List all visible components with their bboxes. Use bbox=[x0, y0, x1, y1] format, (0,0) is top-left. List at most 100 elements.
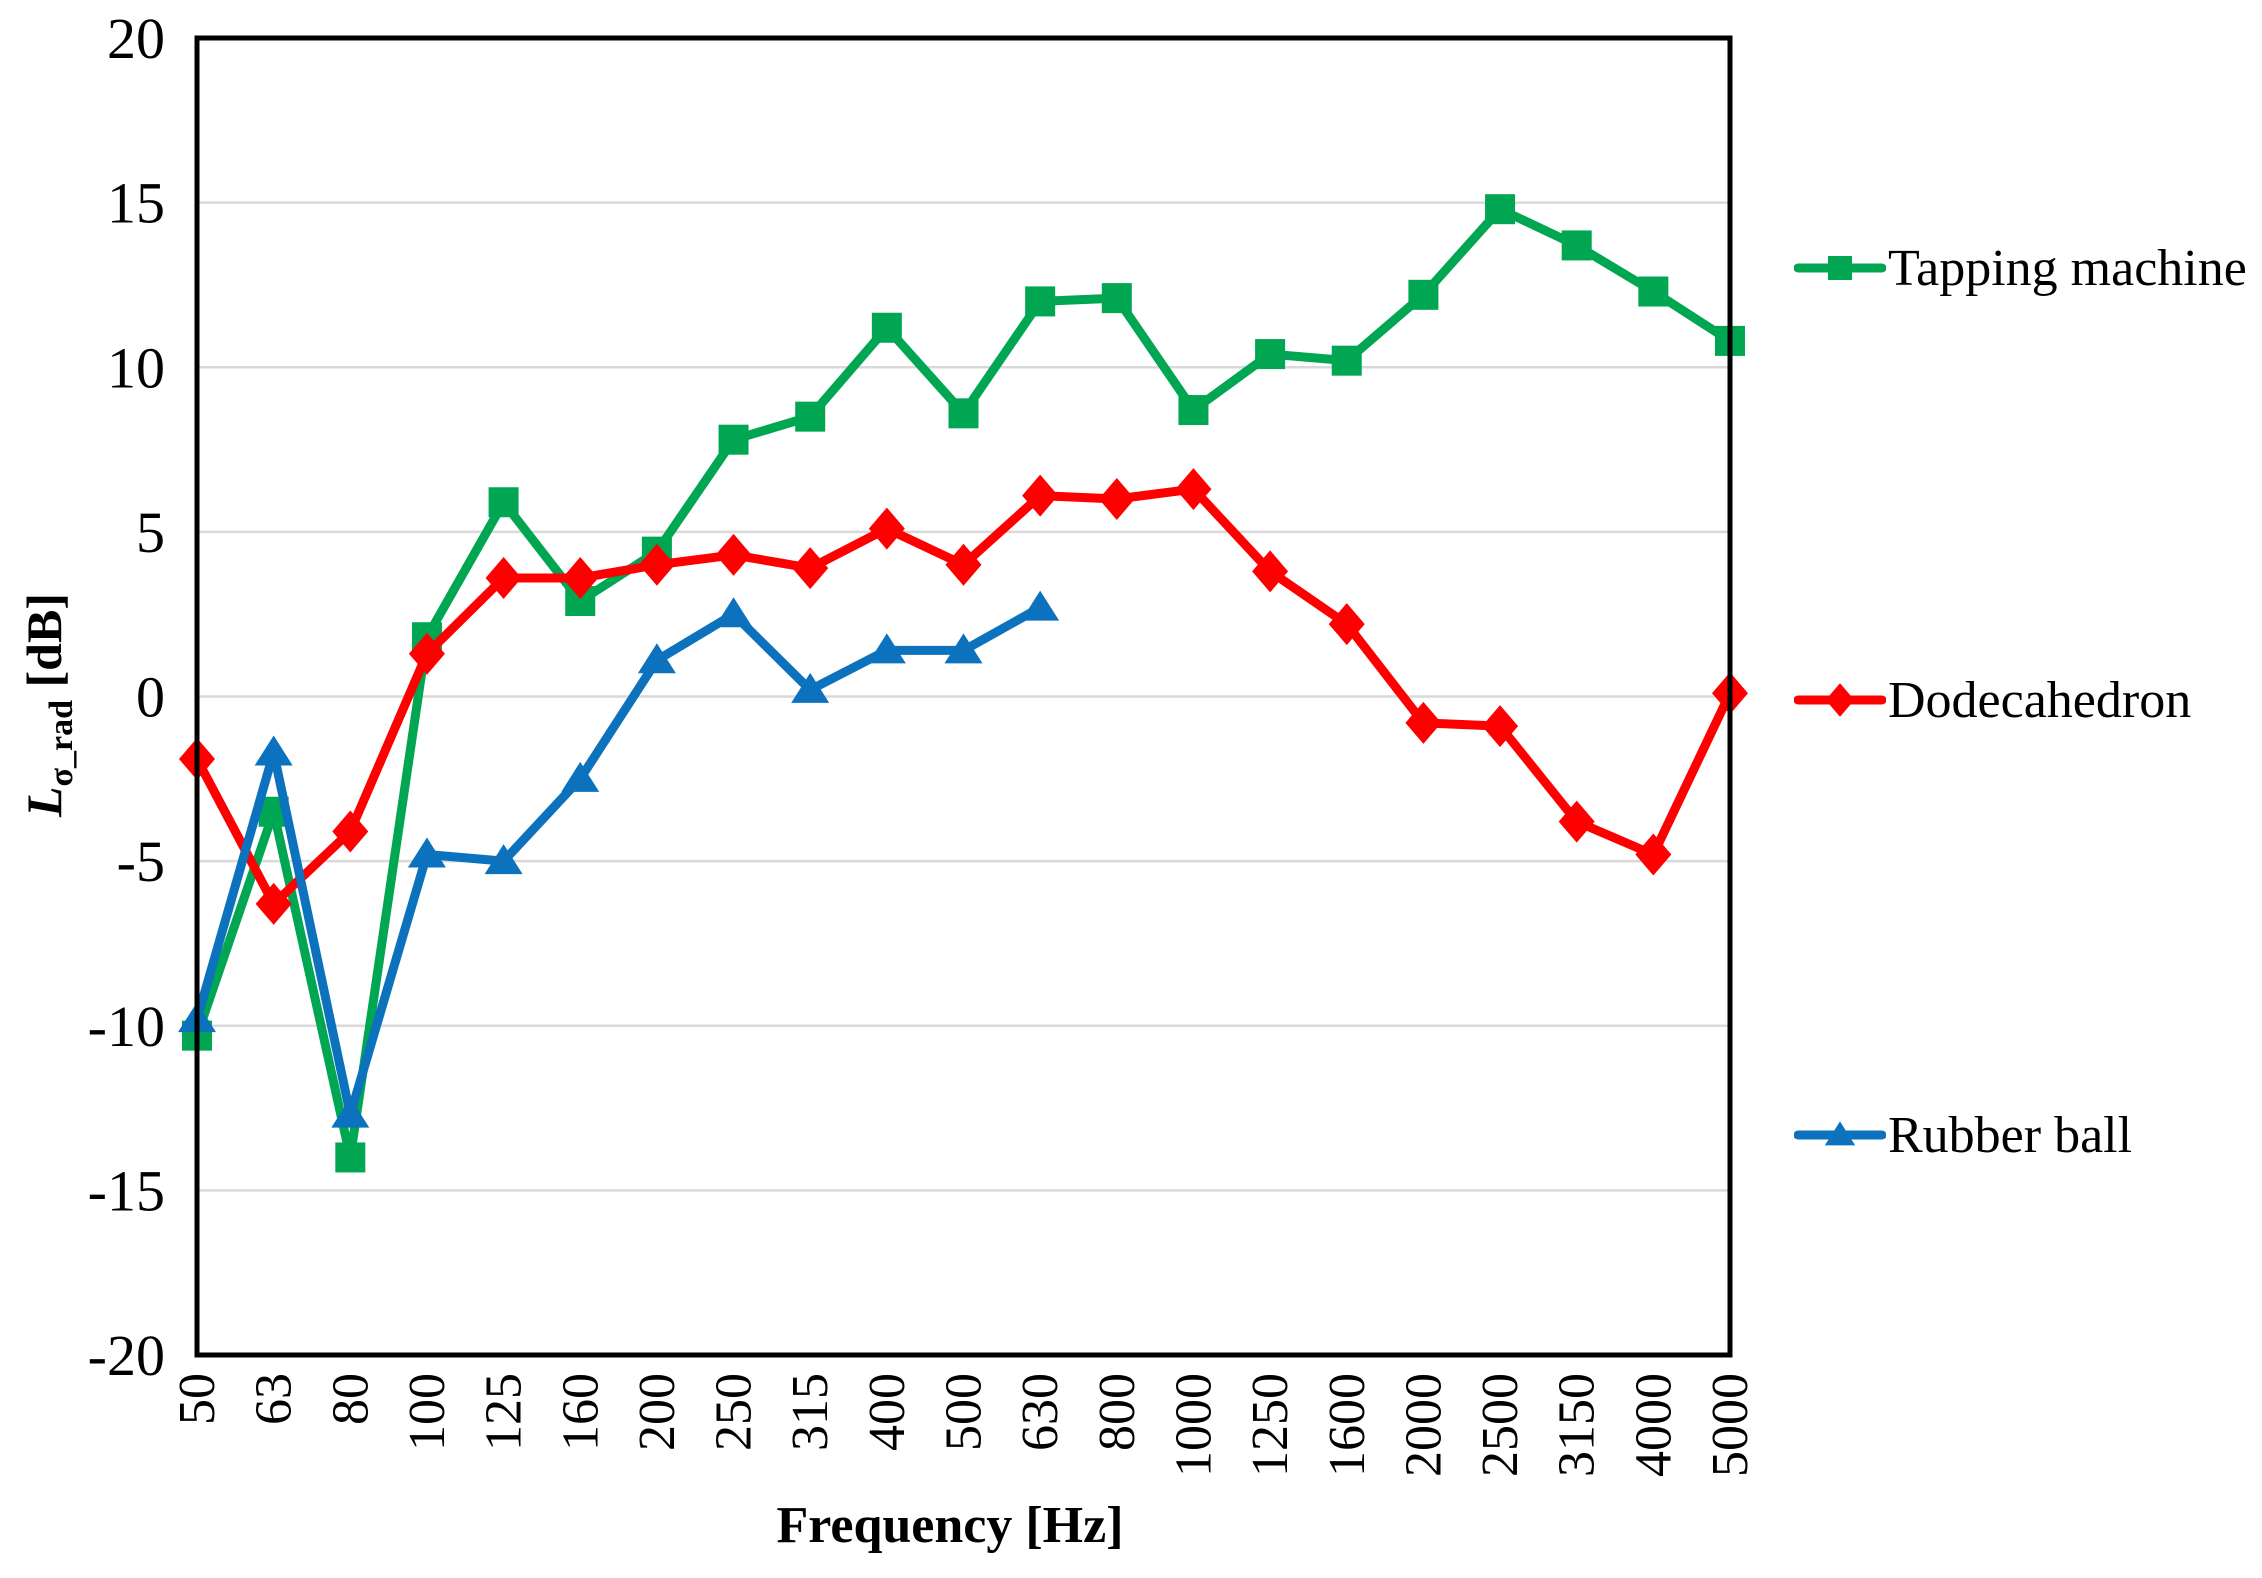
x-tick-label-1000: 1000 bbox=[1165, 1373, 1222, 1477]
x-tick-label-125: 125 bbox=[476, 1373, 533, 1451]
y-tick-label--15: -15 bbox=[88, 1158, 165, 1223]
legend-marker-shape bbox=[1825, 683, 1855, 717]
data-point-3150 bbox=[1561, 230, 1592, 261]
data-point-630 bbox=[1021, 590, 1060, 621]
x-tick-label-500: 500 bbox=[936, 1373, 993, 1451]
legend-marker-square bbox=[1794, 256, 1886, 280]
y-axis-subscript: σ_rad bbox=[43, 699, 80, 787]
y-tick-label--5: -5 bbox=[117, 829, 165, 894]
legend-label-tapping-machine: Tapping machine bbox=[1888, 239, 2247, 297]
x-axis-title: Frequency [Hz] bbox=[776, 1497, 1124, 1554]
legend-marker-shape bbox=[1828, 256, 1852, 280]
x-tick-label-5000: 5000 bbox=[1702, 1373, 1759, 1477]
data-point-125 bbox=[488, 487, 519, 518]
data-point-315 bbox=[795, 401, 826, 432]
data-point-160 bbox=[562, 556, 599, 599]
legend-item-dodecahedron: Dodecahedron bbox=[1794, 665, 2191, 735]
x-tick-label-4000: 4000 bbox=[1625, 1373, 1682, 1477]
y-tick-label-20: 20 bbox=[107, 6, 165, 71]
series-dodecahedron bbox=[179, 468, 1748, 925]
data-point-125 bbox=[484, 844, 523, 875]
data-point-800 bbox=[1098, 477, 1135, 520]
y-axis-tick-labels: 20 15 10 5 0 -5 -10 -15 -20 bbox=[88, 6, 165, 1388]
y-axis-symbol: L bbox=[16, 786, 72, 818]
data-point-63 bbox=[255, 882, 292, 925]
data-series bbox=[178, 194, 1748, 1173]
data-point-200 bbox=[638, 543, 675, 586]
data-point-315 bbox=[791, 672, 830, 703]
y-tick-label-10: 10 bbox=[107, 335, 165, 400]
x-tick-label-63: 63 bbox=[246, 1373, 303, 1425]
legend-item-rubber-ball: Rubber ball bbox=[1794, 1100, 2132, 1170]
x-tick-label-1600: 1600 bbox=[1319, 1373, 1376, 1477]
data-point-1000 bbox=[1175, 468, 1212, 511]
data-point-315 bbox=[792, 547, 829, 590]
data-point-100 bbox=[408, 632, 445, 675]
data-point-250 bbox=[714, 597, 753, 628]
data-point-125 bbox=[485, 556, 522, 599]
x-tick-label-250: 250 bbox=[706, 1373, 763, 1451]
data-point-1250 bbox=[1252, 550, 1289, 593]
legend-item-tapping-machine: Tapping machine bbox=[1794, 233, 2247, 303]
data-point-80 bbox=[332, 810, 369, 853]
series-line bbox=[192, 204, 1735, 1162]
data-point-2000 bbox=[1408, 279, 1439, 310]
x-tick-label-50: 50 bbox=[169, 1373, 226, 1425]
x-axis-tick-labels: 50 63 80 100 125 160 200 250 315 400 500 630 800 1000… bbox=[169, 1373, 1759, 1477]
data-point-80 bbox=[331, 1097, 370, 1128]
data-point-400 bbox=[871, 312, 902, 343]
legend-label-dodecahedron: Dodecahedron bbox=[1888, 671, 2192, 729]
data-point-1000 bbox=[1178, 395, 1209, 426]
data-point-160 bbox=[561, 761, 600, 792]
x-tick-label-100: 100 bbox=[399, 1373, 456, 1451]
x-tick-label-1250: 1250 bbox=[1242, 1373, 1299, 1477]
data-point-500 bbox=[945, 543, 982, 586]
data-point-100 bbox=[407, 837, 446, 868]
gridlines bbox=[197, 201, 1730, 1192]
plot-border bbox=[194, 35, 1733, 1358]
x-tick-label-800: 800 bbox=[1089, 1373, 1146, 1451]
y-tick-label--20: -20 bbox=[88, 1323, 165, 1388]
y-tick-label-15: 15 bbox=[107, 171, 165, 236]
legend-marker-shape bbox=[1824, 1121, 1856, 1146]
data-point-4000 bbox=[1635, 833, 1672, 876]
data-point-1250 bbox=[1255, 339, 1286, 370]
data-point-2500 bbox=[1482, 705, 1519, 748]
data-point-200 bbox=[637, 643, 676, 674]
y-tick-label-5: 5 bbox=[136, 500, 165, 565]
legend-label-rubber-ball: Rubber ball bbox=[1888, 1106, 2133, 1164]
data-point-800 bbox=[1101, 283, 1132, 314]
data-point-2000 bbox=[1405, 701, 1442, 744]
data-point-63 bbox=[254, 735, 293, 766]
series-rubber-ball bbox=[178, 590, 1060, 1128]
x-tick-label-200: 200 bbox=[629, 1373, 686, 1451]
data-point-250 bbox=[718, 424, 749, 455]
x-tick-label-3150: 3150 bbox=[1549, 1373, 1606, 1477]
data-point-3150 bbox=[1558, 800, 1595, 843]
y-axis-title: Lσ_rad [dB] bbox=[15, 525, 81, 885]
data-point-400 bbox=[868, 507, 905, 550]
data-point-1600 bbox=[1328, 603, 1365, 646]
legend-marker-diamond bbox=[1794, 683, 1886, 717]
data-point-250 bbox=[715, 533, 752, 576]
data-point-2500 bbox=[1485, 194, 1516, 225]
y-tick-label--10: -10 bbox=[88, 994, 165, 1059]
data-point-400 bbox=[867, 633, 906, 664]
y-axis-unit: [dB] bbox=[16, 593, 72, 700]
y-tick-label-0: 0 bbox=[136, 665, 165, 730]
x-tick-label-80: 80 bbox=[322, 1373, 379, 1425]
series-line bbox=[192, 603, 1045, 1120]
data-point-630 bbox=[1022, 474, 1059, 517]
data-point-4000 bbox=[1638, 276, 1669, 307]
data-point-630 bbox=[1025, 286, 1056, 317]
data-point-500 bbox=[944, 633, 983, 664]
data-point-80 bbox=[335, 1142, 366, 1173]
x-tick-label-400: 400 bbox=[859, 1373, 916, 1451]
data-point-1600 bbox=[1331, 345, 1362, 376]
x-tick-label-315: 315 bbox=[782, 1373, 839, 1451]
data-point-500 bbox=[948, 398, 979, 429]
x-tick-label-2000: 2000 bbox=[1395, 1373, 1452, 1477]
x-tick-label-630: 630 bbox=[1012, 1373, 1069, 1451]
